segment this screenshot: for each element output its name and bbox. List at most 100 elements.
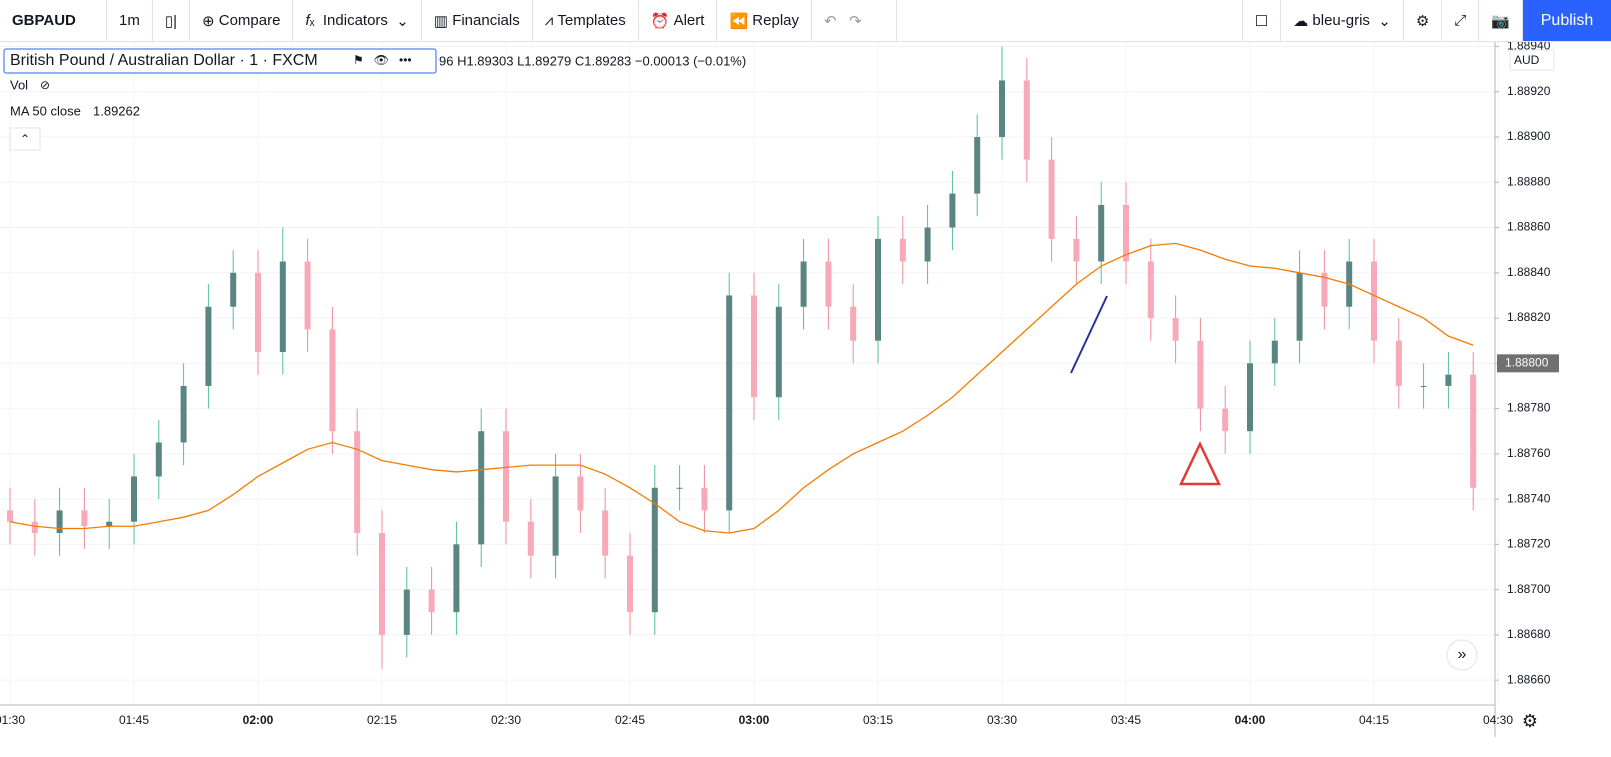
x-tick-label: 02:45 xyxy=(615,713,645,727)
candle-body xyxy=(1247,363,1253,432)
snapshot[interactable]: 📷 xyxy=(1479,0,1523,41)
candle-body xyxy=(651,487,658,613)
candle-body xyxy=(478,431,485,545)
candle-body xyxy=(751,295,757,398)
y-tick-label: 1.88700 xyxy=(1507,582,1551,596)
layout-toggle[interactable]: ☐ xyxy=(1241,0,1282,41)
x-tick-label: 04:30 xyxy=(1483,713,1513,727)
settings[interactable]: ⚙ xyxy=(1404,0,1443,41)
candle-body xyxy=(81,510,88,527)
x-tick-label: 03:45 xyxy=(1111,713,1141,727)
fullscreen[interactable]: ⤢ xyxy=(1442,0,1480,41)
plot-area xyxy=(0,42,1495,705)
candle-body xyxy=(1172,318,1179,341)
x-tick-label: 03:15 xyxy=(863,713,893,727)
compare[interactable]: ⊕ Compare xyxy=(190,0,294,41)
candle-body xyxy=(354,431,361,534)
legend-ohlc: 96 H1.89303 L1.89279 C1.89283 −0.00013 (… xyxy=(439,53,746,68)
scroll-icon: » xyxy=(1458,646,1467,663)
publish-button[interactable]: Publish xyxy=(1523,0,1611,41)
y-tick-label: 1.88820 xyxy=(1507,310,1551,324)
candle-body xyxy=(230,272,237,307)
legend-title: British Pound / Australian Dollar · 1 · … xyxy=(10,52,318,69)
templates[interactable]: ⩘ Templates xyxy=(533,0,639,41)
collapse-button[interactable] xyxy=(9,127,41,151)
label: Replay xyxy=(752,12,799,29)
candle-body xyxy=(1098,204,1105,262)
alert[interactable]: ⏰ Alert xyxy=(639,0,718,41)
y-tick-label: 1.88680 xyxy=(1507,627,1551,641)
layout-name[interactable]: ☁ bleu-gris ⌄ xyxy=(1281,0,1404,41)
chart: British Pound / Australian Dollar · 1 · … xyxy=(0,42,1559,737)
x-tick-label: 01:45 xyxy=(119,713,149,727)
candle-body xyxy=(701,487,708,511)
last-price-box xyxy=(1497,354,1559,373)
candle-body xyxy=(850,306,857,341)
label: Financials xyxy=(452,12,520,29)
candle-body xyxy=(1222,408,1229,432)
candle-body xyxy=(155,442,162,477)
x-tick-label: 02:30 xyxy=(491,713,521,727)
x-tick-label: 02:15 xyxy=(367,713,397,727)
y-tick-label: 1.88720 xyxy=(1507,537,1551,551)
candle-body xyxy=(329,329,336,432)
hidden-icon[interactable]: ⊘ xyxy=(40,78,50,92)
axis-settings[interactable]: ⚙ xyxy=(1522,711,1538,731)
currency: AUD xyxy=(1514,53,1540,67)
candle-body xyxy=(56,510,63,534)
candle-body xyxy=(1123,204,1129,262)
label: Indicators xyxy=(322,12,388,29)
trend-line-drawing[interactable] xyxy=(1070,295,1108,374)
undo-redo[interactable]: ↶ ↷ xyxy=(812,0,897,41)
candle-body xyxy=(999,80,1005,138)
candle-body xyxy=(1371,261,1377,341)
label: Alert xyxy=(673,12,705,29)
interval[interactable]: 1m xyxy=(107,0,153,41)
candle-body xyxy=(800,261,807,307)
legend-vol: Vol xyxy=(10,77,28,92)
candle-body xyxy=(1197,340,1204,409)
scroll-button[interactable] xyxy=(1446,639,1478,671)
y-tick-label: 1.88760 xyxy=(1507,446,1551,460)
candle-body xyxy=(379,533,385,635)
currency-box[interactable] xyxy=(1509,49,1555,71)
candle-body xyxy=(279,261,286,353)
candle-body xyxy=(255,272,261,353)
triangle-drawing[interactable] xyxy=(1179,441,1221,486)
x-tick-label: 03:00 xyxy=(739,713,770,727)
chart-type-button[interactable]: ▯| xyxy=(153,0,190,41)
y-tick-label: 1.88880 xyxy=(1507,174,1551,188)
candle-body xyxy=(924,227,931,262)
legend-title-box[interactable] xyxy=(3,48,437,74)
replay[interactable]: ⏪ Replay xyxy=(717,0,812,41)
x-tick-label: 04:15 xyxy=(1359,713,1389,727)
y-tick-label: 1.88740 xyxy=(1507,491,1551,505)
candle-body xyxy=(974,137,981,194)
candle-body xyxy=(875,238,881,341)
label: Compare xyxy=(218,12,281,29)
y-tick-label: 1.88780 xyxy=(1507,401,1551,415)
last-price-label: 1.88800 xyxy=(1505,355,1549,369)
candle-body xyxy=(1445,374,1452,386)
financials[interactable]: ▥ Financials xyxy=(422,0,533,41)
label: Templates xyxy=(557,12,626,29)
x-tick-label: 04:00 xyxy=(1235,713,1266,727)
y-tick-label: 1.88900 xyxy=(1507,129,1551,143)
candle-body xyxy=(31,521,38,534)
candle-body xyxy=(106,521,113,527)
candle-body xyxy=(1296,272,1303,341)
collapse-icon: ⌃ xyxy=(20,132,30,146)
legend-icons[interactable]: ⚑ 👁 ••• xyxy=(353,53,412,67)
legend-ma-name: MA 50 close xyxy=(10,103,81,118)
candle-body xyxy=(726,295,733,511)
candle-body xyxy=(205,306,212,386)
candle-body xyxy=(627,555,633,613)
legend-ma-value: 1.89262 xyxy=(93,103,140,118)
symbol[interactable]: GBPAUD xyxy=(0,0,107,41)
y-tick-label: 1.88840 xyxy=(1507,265,1551,279)
candle-body xyxy=(131,476,137,522)
y-tick-label: 1.88660 xyxy=(1507,672,1551,686)
candle-body xyxy=(453,544,460,613)
